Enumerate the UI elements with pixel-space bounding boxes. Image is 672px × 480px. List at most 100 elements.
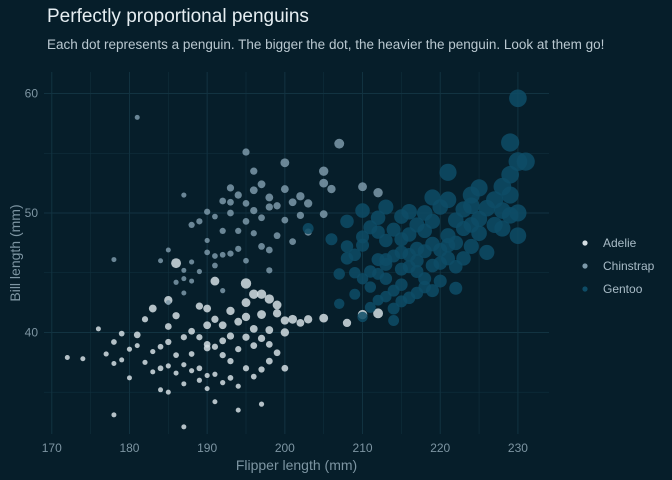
data-point-adelie (173, 352, 179, 359)
data-point-adelie (103, 351, 109, 357)
legend-label-chinstrap: Chinstrap (603, 259, 655, 273)
data-point-gentoo (387, 302, 400, 315)
data-point-gentoo (325, 233, 338, 246)
data-point-gentoo (501, 133, 520, 152)
data-point-gentoo (395, 278, 408, 291)
data-point-gentoo (433, 274, 447, 288)
data-point-gentoo (395, 295, 408, 308)
data-point-adelie (242, 333, 250, 341)
data-point-chinstrap (281, 216, 289, 224)
data-point-gentoo (509, 89, 527, 108)
data-point-adelie (220, 380, 226, 386)
x-tick-label: 220 (430, 441, 450, 455)
data-point-adelie (157, 365, 164, 372)
data-point-adelie (235, 407, 241, 413)
data-point-gentoo (340, 240, 354, 253)
chart-title: Perfectly proportional penguins (47, 6, 309, 27)
data-point-gentoo (463, 238, 479, 254)
data-point-adelie (227, 358, 234, 365)
y-axis-label: Bill length (mm) (7, 204, 23, 301)
data-point-adelie (249, 324, 258, 333)
data-point-chinstrap (296, 211, 305, 220)
data-point-adelie (319, 313, 329, 323)
data-point-chinstrap (204, 249, 211, 256)
data-point-adelie (280, 316, 290, 325)
data-point-gentoo (340, 214, 354, 229)
data-point-adelie (165, 338, 172, 346)
data-point-adelie (265, 341, 273, 348)
y-tick-label: 50 (25, 206, 39, 220)
data-point-adelie (157, 343, 164, 350)
data-point-adelie (119, 357, 125, 363)
data-point-chinstrap (296, 192, 305, 201)
data-point-gentoo (334, 298, 345, 309)
data-point-gentoo (433, 256, 447, 270)
legend-label-gentoo: Gentoo (603, 282, 643, 296)
data-point-adelie (226, 332, 235, 340)
legend-marker-gentoo (582, 286, 588, 292)
data-point-adelie (272, 300, 282, 310)
data-point-adelie (188, 351, 195, 357)
data-point-chinstrap (165, 300, 171, 306)
chart-subtitle: Each dot represents a penguin. The bigge… (47, 37, 605, 52)
data-point-gentoo (348, 248, 362, 262)
data-point-chinstrap (189, 259, 195, 265)
data-point-gentoo (386, 222, 401, 237)
data-point-gentoo (516, 152, 535, 171)
data-point-adelie (258, 366, 265, 373)
data-point-adelie (218, 321, 227, 330)
x-tick-label: 180 (119, 441, 139, 455)
data-point-gentoo (449, 281, 463, 295)
data-point-adelie (126, 346, 133, 352)
data-point-chinstrap (181, 290, 187, 296)
data-point-gentoo (378, 199, 394, 215)
data-point-chinstrap (181, 192, 187, 198)
data-point-gentoo (509, 204, 527, 222)
data-point-chinstrap (234, 191, 242, 199)
data-point-chinstrap (227, 209, 234, 217)
data-point-adelie (134, 343, 140, 349)
data-point-adelie (118, 330, 125, 337)
data-point-adelie (257, 334, 266, 343)
data-point-adelie (150, 369, 156, 375)
data-point-adelie (273, 349, 281, 357)
data-point-chinstrap (250, 230, 257, 237)
data-point-chinstrap (227, 198, 234, 206)
data-point-adelie (180, 334, 187, 341)
data-point-chinstrap (319, 178, 329, 188)
data-point-chinstrap (188, 221, 195, 229)
data-point-adelie (64, 355, 70, 361)
data-point-adelie (226, 306, 235, 316)
data-point-chinstrap (196, 218, 203, 225)
data-point-chinstrap (273, 232, 281, 240)
data-point-adelie (195, 302, 204, 310)
data-point-adelie (95, 326, 101, 332)
data-point-adelie (111, 361, 117, 367)
data-point-adelie (171, 258, 182, 269)
data-point-adelie (196, 377, 202, 383)
x-tick-label: 230 (508, 441, 528, 455)
data-point-chinstrap (212, 213, 218, 220)
data-point-chinstrap (111, 257, 117, 263)
data-point-chinstrap (303, 199, 313, 208)
data-point-gentoo (501, 186, 519, 204)
data-point-adelie (241, 312, 251, 322)
data-point-chinstrap (219, 227, 226, 235)
data-point-chinstrap (220, 288, 226, 294)
data-point-gentoo (357, 311, 368, 323)
data-point-adelie (281, 364, 289, 372)
legend-marker-adelie (582, 240, 588, 246)
data-point-adelie (265, 326, 274, 334)
data-point-gentoo (494, 220, 511, 237)
data-point-adelie (189, 368, 195, 374)
y-tick-label: 60 (25, 87, 39, 101)
data-point-adelie (342, 318, 352, 328)
data-point-chinstrap (235, 245, 242, 252)
data-point-gentoo (333, 268, 345, 280)
data-point-adelie (188, 327, 195, 335)
data-point-adelie (181, 424, 187, 430)
data-point-chinstrap (242, 148, 250, 156)
data-point-chinstrap (265, 246, 273, 254)
data-point-adelie (204, 372, 210, 379)
